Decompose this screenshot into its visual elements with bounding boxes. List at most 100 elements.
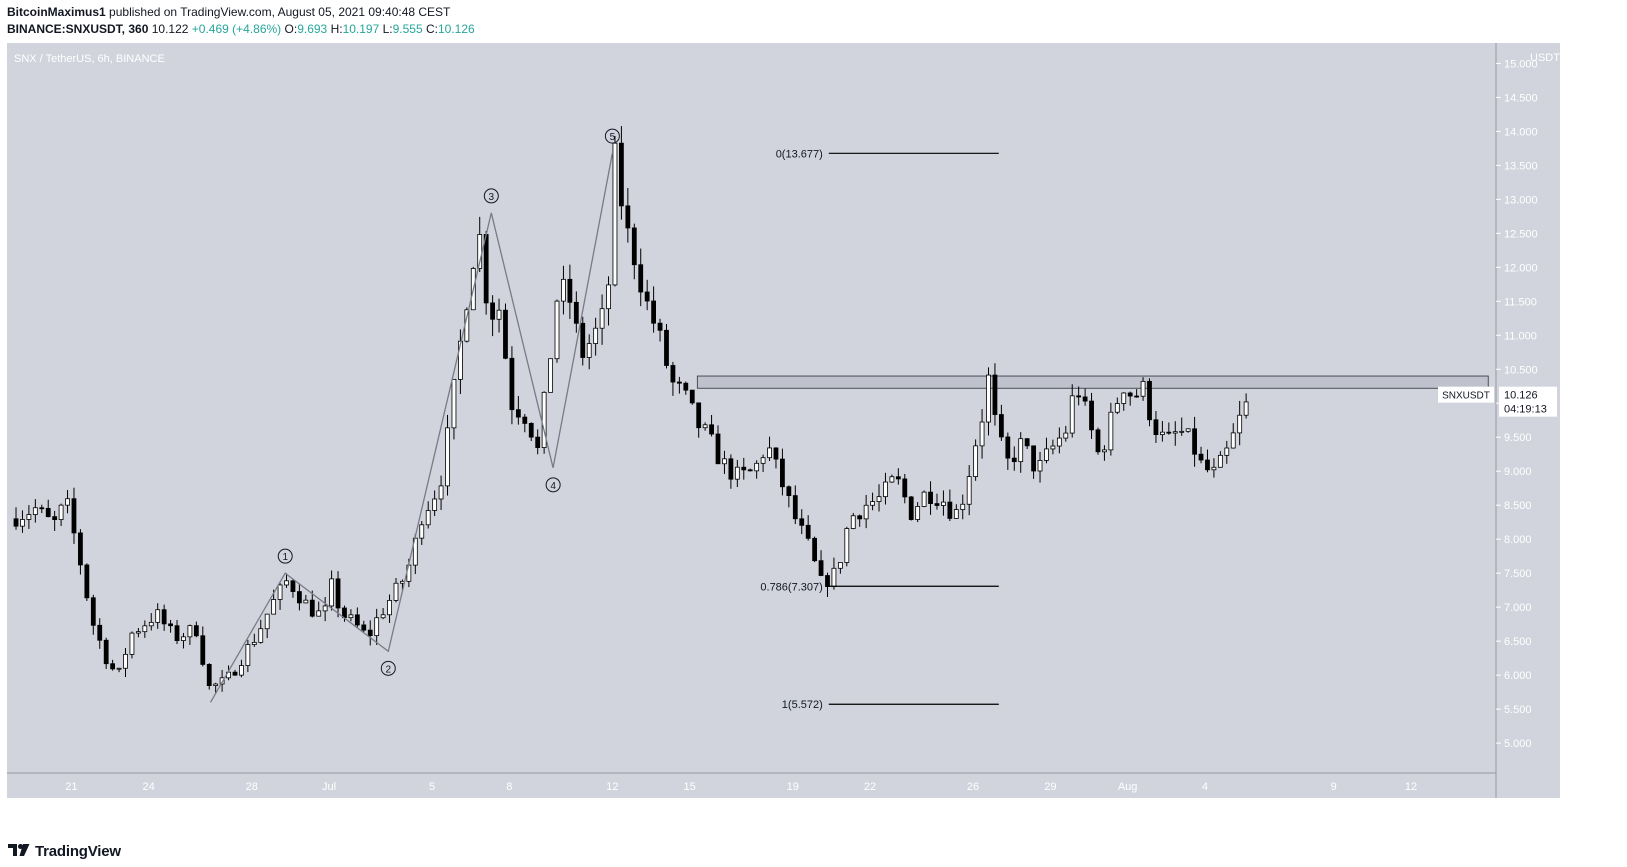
time-axis-area[interactable] (7, 773, 1496, 798)
candle-body (335, 578, 341, 609)
candle-body (998, 414, 1004, 438)
candle-body (239, 665, 244, 676)
plot-area[interactable] (7, 43, 1496, 773)
candle-body (155, 609, 161, 623)
candle-body (670, 365, 676, 383)
candle-body (290, 580, 296, 592)
y-tick-label: 8.500 (1504, 500, 1532, 512)
candle-body (103, 639, 109, 665)
candle-body (1134, 395, 1140, 398)
candle-body (39, 507, 45, 510)
y-tick-label: 14.500 (1504, 92, 1538, 104)
candle-body (303, 599, 309, 604)
candle-body (123, 653, 128, 669)
x-tick-label: 29 (1044, 781, 1056, 793)
candle-body (883, 481, 888, 498)
candle-body (181, 636, 186, 642)
candle-body (1050, 445, 1056, 450)
author-name[interactable]: BitcoinMaximus1 (7, 5, 106, 19)
price-tag-countdown: 04:19:13 (1504, 404, 1547, 416)
x-tick-label: 22 (864, 781, 876, 793)
y-tick-label: 6.000 (1504, 670, 1532, 682)
candle-body (876, 496, 882, 502)
candle-body (1044, 448, 1049, 461)
candle-body (1198, 453, 1204, 461)
candle-body (741, 466, 747, 471)
candle-body (535, 436, 541, 448)
candle-body (953, 509, 959, 519)
candle-body (818, 560, 824, 576)
candle-body (258, 628, 264, 643)
candle-body (1069, 395, 1075, 434)
chart-title: SNX / TetherUS, 6h, BINANCE (14, 53, 165, 65)
candle-body (1217, 454, 1223, 468)
published-text: published on TradingView.com, August 05,… (109, 5, 451, 19)
y-tick-label: 9.500 (1504, 432, 1532, 444)
candle-body (483, 234, 489, 304)
candle-body (728, 458, 734, 480)
price-axis-area[interactable] (1496, 43, 1560, 798)
candle-body (90, 597, 96, 626)
candle-body (451, 378, 457, 429)
candle-body (921, 491, 927, 507)
candle-body (45, 507, 51, 518)
footer-brand[interactable]: TradingView (8, 840, 121, 862)
candle-body (129, 632, 135, 655)
candle-body (831, 567, 837, 587)
candle-body (84, 564, 90, 599)
candle-body (187, 625, 193, 638)
candle-body (837, 562, 843, 569)
candle-body (71, 498, 77, 534)
candle-body (168, 623, 173, 627)
candle-body (20, 519, 25, 527)
candle-body (593, 327, 599, 344)
candle-body (1243, 401, 1249, 416)
candle-body (522, 416, 528, 424)
candle-body (825, 575, 830, 587)
candle-body (1147, 380, 1152, 421)
candle-body (760, 457, 766, 464)
candle-body (193, 625, 199, 637)
candle-body (683, 382, 689, 391)
candle-body (271, 599, 277, 615)
candle-body (354, 614, 360, 626)
candle-body (1102, 449, 1107, 453)
low-label: L: (382, 22, 393, 36)
candle-body (438, 485, 444, 500)
y-tick-label: 6.500 (1504, 636, 1532, 648)
candle-body (361, 624, 367, 631)
candle-body (619, 142, 624, 207)
candle-body (1037, 460, 1043, 472)
candle-body (644, 291, 650, 302)
candle-body (541, 391, 547, 448)
candle-body (992, 374, 998, 415)
y-tick-label: 8.000 (1504, 534, 1532, 546)
candle-body (1108, 411, 1114, 451)
chart-header: BitcoinMaximus1 published on TradingView… (7, 4, 475, 38)
x-tick-label: 19 (787, 781, 799, 793)
candle-body (1230, 432, 1236, 449)
candle-body (863, 504, 869, 520)
candle-body (419, 524, 425, 539)
candle-body (245, 644, 251, 666)
candle-body (1011, 457, 1017, 463)
x-tick-label: 4 (1202, 781, 1208, 793)
resistance-zone (696, 375, 1489, 389)
candle-body (78, 532, 83, 566)
y-tick-label: 13.000 (1504, 194, 1538, 206)
candle-body (812, 537, 818, 562)
candle-body (702, 424, 708, 429)
currency-label: USDT (1530, 52, 1560, 64)
open-label: O: (284, 22, 298, 36)
candle-body (1114, 403, 1120, 413)
publish-line: BitcoinMaximus1 published on TradingView… (7, 4, 475, 21)
wave-label: 5 (610, 132, 616, 143)
candle-body (599, 308, 605, 329)
candle-body (573, 301, 579, 324)
candle-body (251, 641, 257, 645)
y-tick-label: 7.500 (1504, 568, 1532, 580)
candle-body (322, 605, 328, 612)
symbol-label: BINANCE:SNXUSDT, 360 (7, 22, 149, 36)
